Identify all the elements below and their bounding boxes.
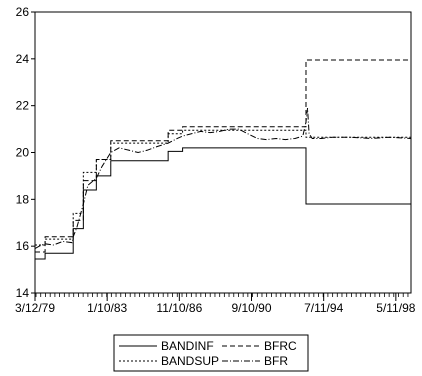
legend-label: BFRC xyxy=(264,339,297,353)
x-tick-label: 5/11/98 xyxy=(376,301,415,315)
legend-label: BFR xyxy=(264,354,288,368)
series-layer xyxy=(34,59,411,260)
plot-area xyxy=(34,11,412,294)
y-tick-label: 26 xyxy=(16,5,30,19)
y-tick-label: 18 xyxy=(16,192,30,206)
legend-box xyxy=(113,334,309,372)
x-tick-label: 1/10/83 xyxy=(87,301,127,315)
y-tick-label: 22 xyxy=(16,99,30,113)
series-bandinf xyxy=(35,147,411,260)
y-tick-label: 20 xyxy=(16,146,30,160)
legend-label: BANDINF xyxy=(161,339,214,353)
plot-frame xyxy=(34,11,412,294)
x-tick-label: 9/10/90 xyxy=(231,301,271,315)
x-axis: 3/12/79 1/10/83 11/10/86 9/10/90 7/11/94 5/11… xyxy=(15,293,416,315)
legend-label: BANDSUP xyxy=(161,354,219,368)
x-tick-label: 7/11/94 xyxy=(304,301,343,315)
x-tick-label: 3/12/79 xyxy=(15,301,55,315)
y-tick-label: 16 xyxy=(16,239,30,253)
series-bfrc xyxy=(35,59,411,253)
series-bfr xyxy=(34,107,411,249)
x-tick-label: 11/10/86 xyxy=(156,301,202,315)
y-tick-label: 14 xyxy=(16,286,30,300)
y-axis: 14 16 18 20 22 24 26 xyxy=(16,5,35,300)
y-tick-label: 24 xyxy=(16,52,30,66)
